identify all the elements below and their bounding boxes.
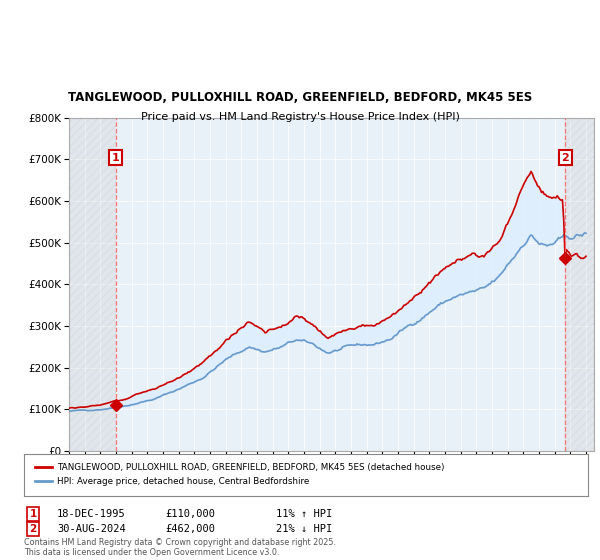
Text: Contains HM Land Registry data © Crown copyright and database right 2025.
This d: Contains HM Land Registry data © Crown c… xyxy=(24,538,336,557)
Text: 30-AUG-2024: 30-AUG-2024 xyxy=(57,524,126,534)
Text: Price paid vs. HM Land Registry's House Price Index (HPI): Price paid vs. HM Land Registry's House … xyxy=(140,112,460,122)
Text: TANGLEWOOD, PULLOXHILL ROAD, GREENFIELD, BEDFORD, MK45 5ES: TANGLEWOOD, PULLOXHILL ROAD, GREENFIELD,… xyxy=(68,91,532,104)
Text: £110,000: £110,000 xyxy=(165,509,215,519)
Legend: TANGLEWOOD, PULLOXHILL ROAD, GREENFIELD, BEDFORD, MK45 5ES (detached house), HPI: TANGLEWOOD, PULLOXHILL ROAD, GREENFIELD,… xyxy=(31,460,448,489)
Text: 11% ↑ HPI: 11% ↑ HPI xyxy=(276,509,332,519)
Text: 21% ↓ HPI: 21% ↓ HPI xyxy=(276,524,332,534)
Text: 18-DEC-1995: 18-DEC-1995 xyxy=(57,509,126,519)
Text: 2: 2 xyxy=(29,524,37,534)
Bar xyxy=(69,118,116,451)
Bar xyxy=(565,118,594,451)
Text: £462,000: £462,000 xyxy=(165,524,215,534)
Text: 1: 1 xyxy=(29,509,37,519)
Text: 1: 1 xyxy=(112,152,119,162)
Text: 2: 2 xyxy=(561,152,569,162)
